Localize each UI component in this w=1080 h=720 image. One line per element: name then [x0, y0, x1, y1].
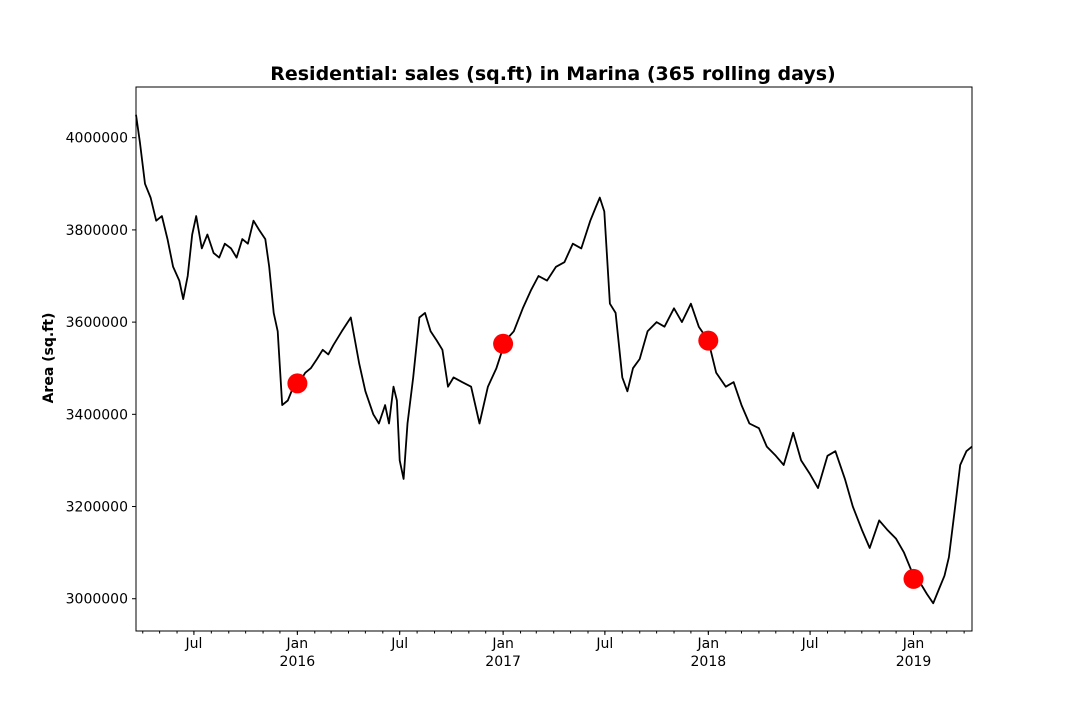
chart-title: Residential: sales (sq.ft) in Marina (36…: [270, 63, 836, 85]
x-tick-label: Jul: [390, 636, 408, 652]
y-axis: 3000000 3200000 3400000 3600000 3800000 40000…: [66, 131, 136, 608]
x-tick-year-label: 2017: [485, 654, 521, 670]
x-tick-label: Jan: [286, 636, 309, 652]
x-tick-year-label: 2016: [280, 654, 316, 670]
highlight-point: [287, 373, 307, 393]
plot-frame: [136, 87, 972, 631]
highlight-point: [493, 334, 513, 354]
x-tick-label: Jul: [801, 636, 819, 652]
y-tick-label: 4000000: [66, 131, 128, 147]
y-axis-label: Area (sq.ft): [41, 313, 57, 404]
x-tick-year-label: 2019: [896, 654, 932, 670]
series-line-0: [136, 115, 972, 604]
y-tick-label: 3200000: [66, 500, 128, 516]
x-tick-label: Jan: [491, 636, 514, 652]
plot-area: [136, 115, 972, 604]
y-tick-label: 3400000: [66, 407, 128, 423]
x-tick-label: Jul: [595, 636, 613, 652]
y-tick-label: 3600000: [66, 315, 128, 331]
highlight-point: [904, 569, 924, 589]
highlight-point: [698, 331, 718, 351]
x-axis: Jul Jan 2016 Jul Jan 2017 Jul Jan 2018 Jul Jan 2019: [143, 631, 964, 670]
x-tick-year-label: 2018: [691, 654, 727, 670]
y-tick-label: 3000000: [66, 592, 128, 608]
x-tick-label: Jan: [902, 636, 925, 652]
y-tick-label: 3800000: [66, 223, 128, 239]
x-tick-label: Jan: [697, 636, 720, 652]
x-tick-label: Jul: [184, 636, 202, 652]
